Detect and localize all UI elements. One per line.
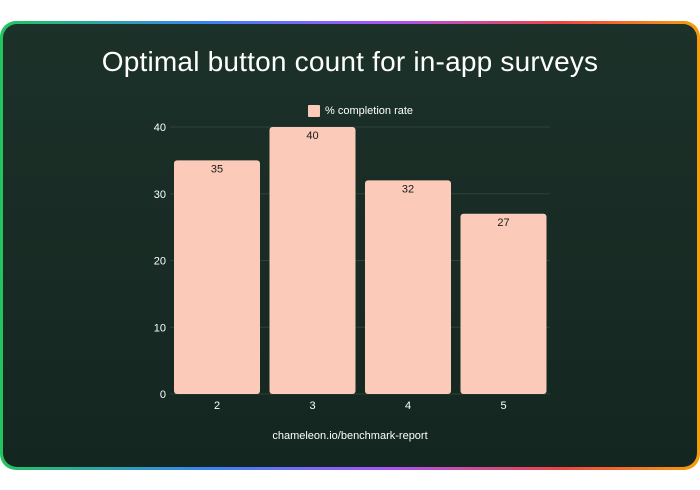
x-tick-label-2: 2	[214, 400, 220, 412]
x-axis-ticks: 2 3 4 5	[214, 400, 507, 412]
y-tick-label: 40	[154, 122, 166, 134]
y-tick-label: 0	[160, 389, 166, 401]
data-label-4: 32	[402, 183, 414, 195]
bar-2	[174, 160, 260, 394]
bar-3	[269, 127, 356, 394]
x-tick-label-3: 3	[309, 400, 315, 412]
y-tick-label: 20	[154, 256, 166, 268]
x-tick-label-4: 4	[405, 400, 411, 412]
data-label-2: 35	[211, 163, 223, 175]
bars	[174, 127, 547, 394]
bar-5	[460, 213, 547, 394]
chart-title: Optimal button count for in-app surveys	[101, 46, 599, 77]
legend-swatch	[308, 105, 320, 117]
source-footer: chameleon.io/benchmark-report	[272, 430, 428, 442]
data-label-5: 27	[497, 217, 509, 229]
y-tick-label: 10	[154, 322, 166, 334]
y-axis-ticks: 0 10 20 30 40	[154, 122, 166, 401]
data-label-3: 40	[306, 130, 318, 142]
bar-4	[365, 180, 451, 394]
legend-label: % completion rate	[325, 105, 414, 117]
x-tick-label-5: 5	[500, 400, 506, 412]
data-labels: 35 40 32 27	[211, 130, 510, 229]
y-tick-label: 30	[154, 189, 166, 201]
chart-legend: % completion rate	[308, 104, 413, 118]
